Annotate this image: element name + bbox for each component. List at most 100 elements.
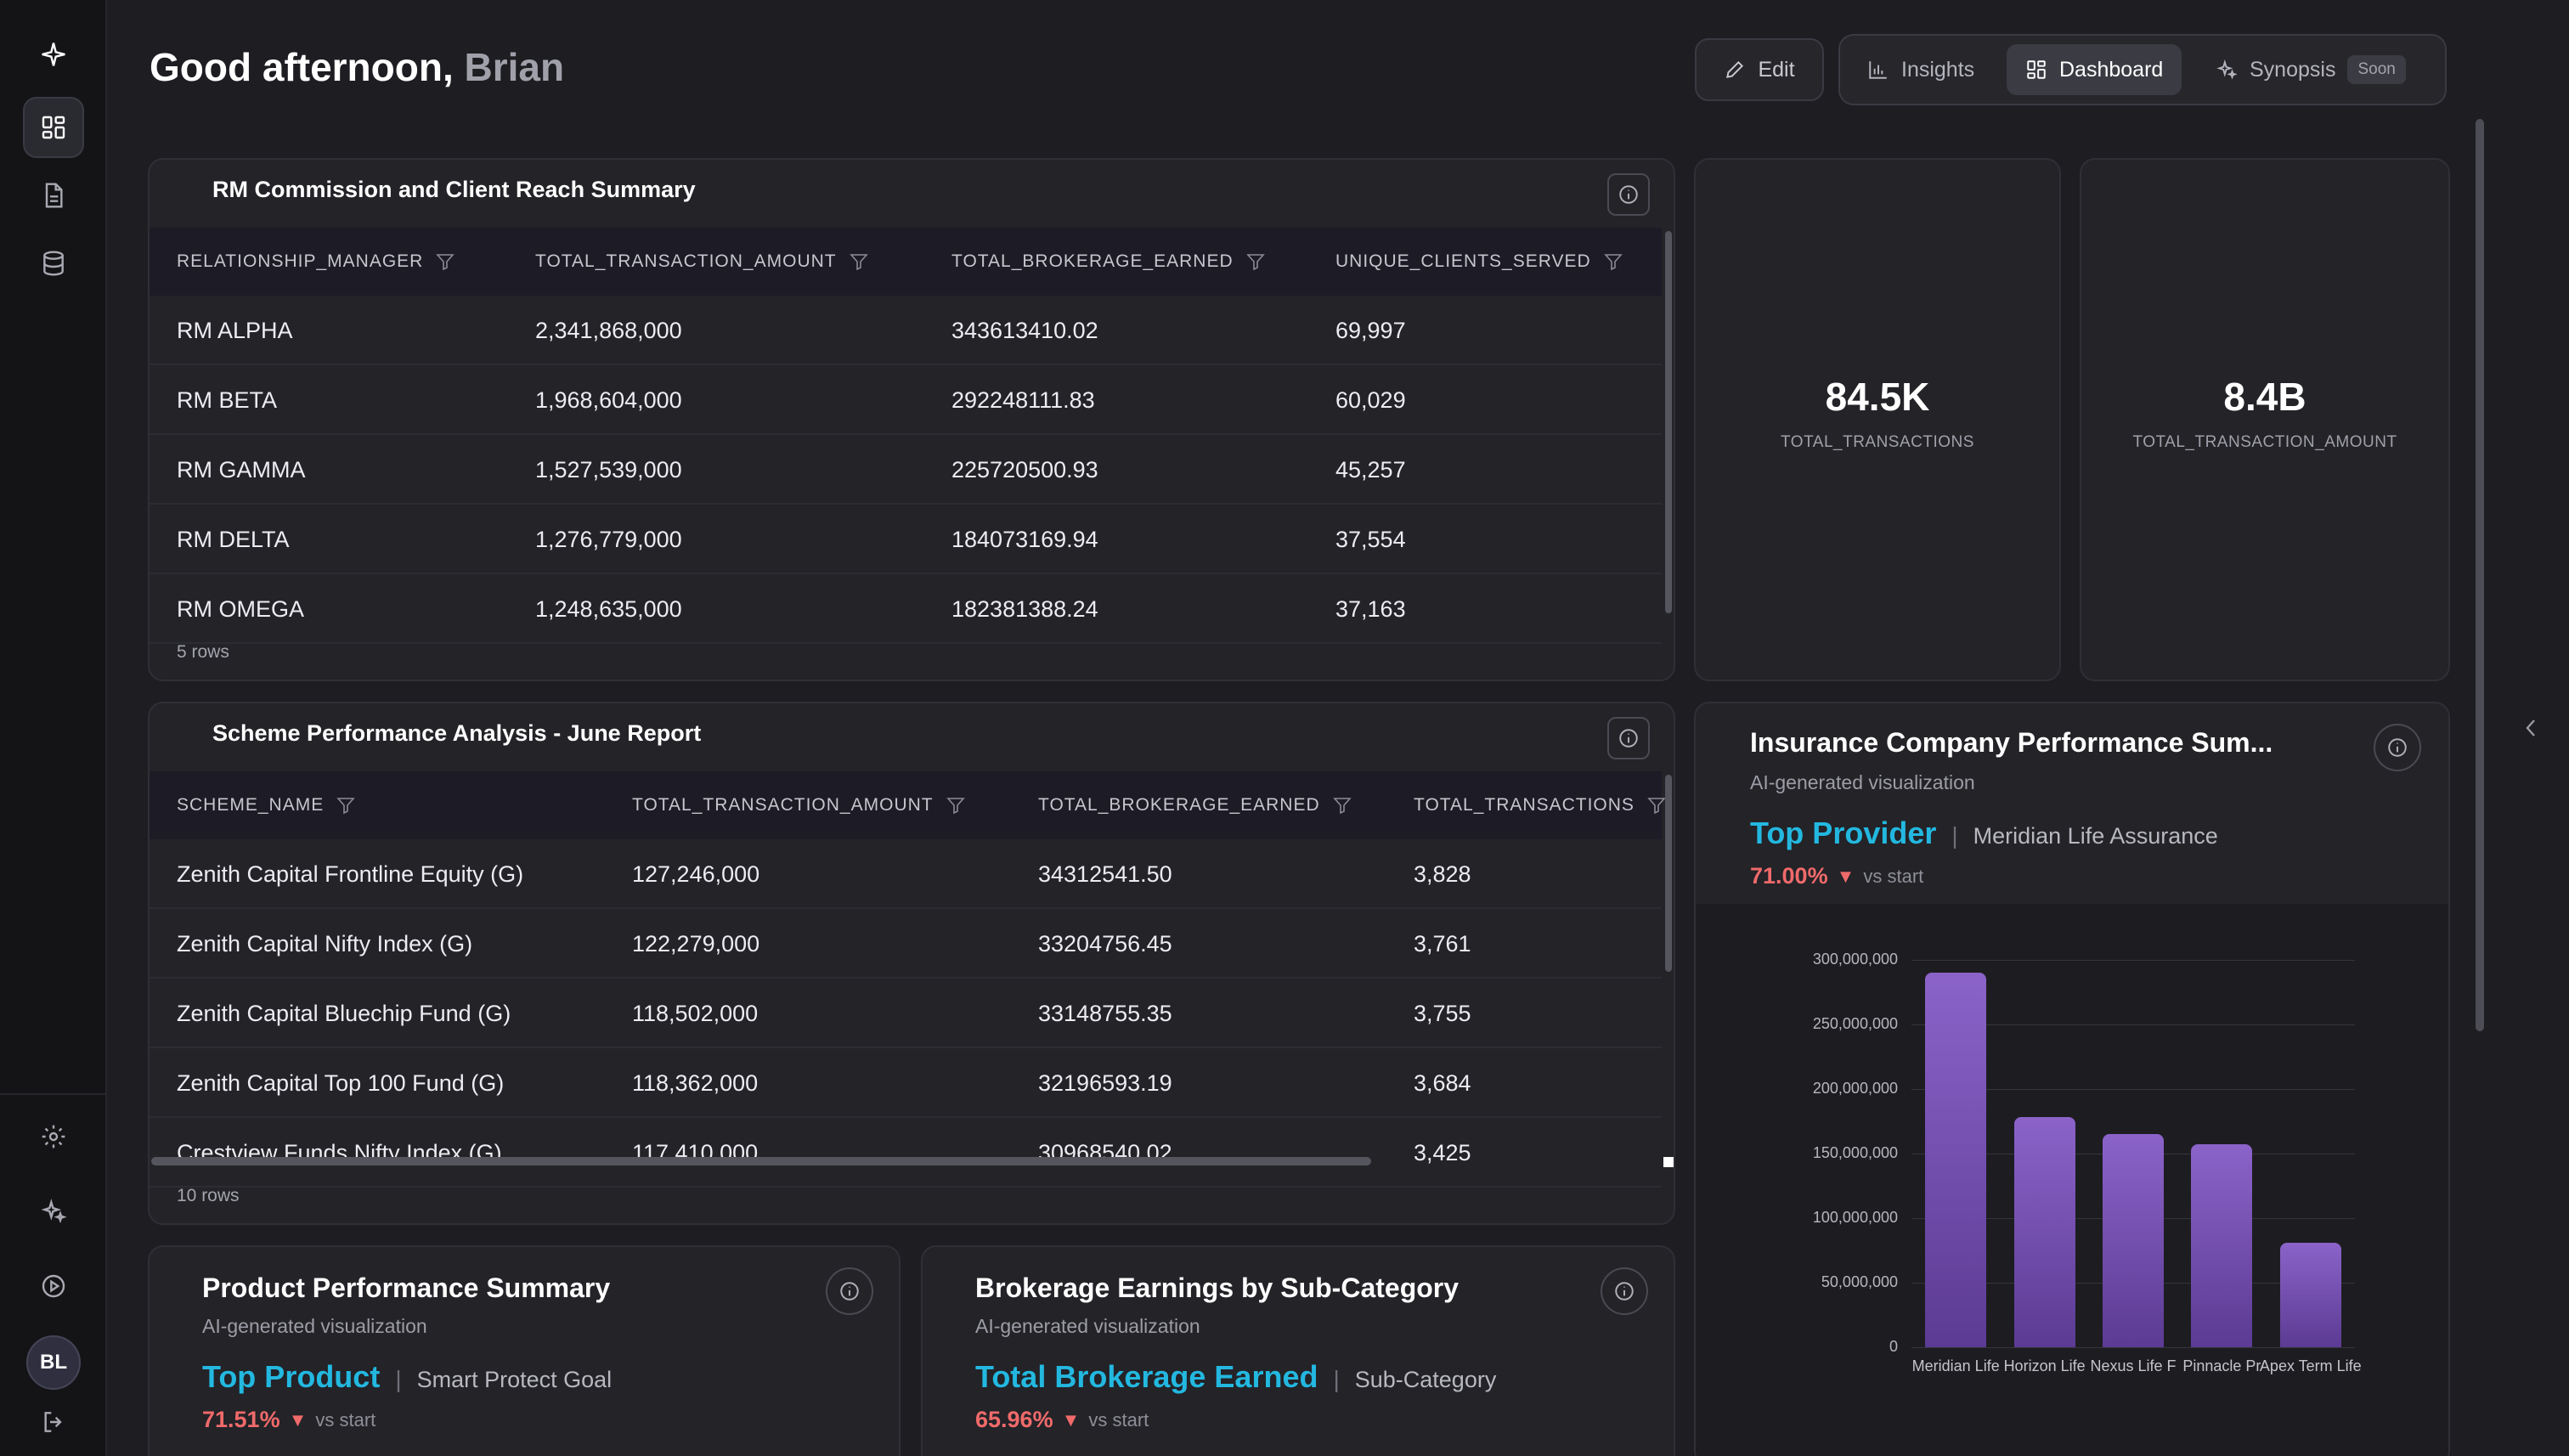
table-row[interactable]: RM GAMMA 1,527,539,000 225720500.93 45,2… xyxy=(150,435,1662,505)
tab-insights[interactable]: Insights xyxy=(1849,44,1993,95)
chart-bar[interactable] xyxy=(2013,1117,2075,1347)
card-title: Brokerage Earnings by Sub-Category xyxy=(975,1273,1460,1303)
table-cell: 33148755.35 xyxy=(1038,1001,1172,1026)
tab-dashboard[interactable]: Dashboard xyxy=(2007,44,2182,95)
card-title: Product Performance Summary xyxy=(202,1273,611,1303)
table-row[interactable]: Crestview Funds Nifty Index (G) 117,410,… xyxy=(150,1118,1662,1188)
table-cell: Zenith Capital Frontline Equity (G) xyxy=(177,861,524,887)
table-cell: 3,425 xyxy=(1414,1140,1471,1165)
view-tabs: Insights Dashboard Synopsis Soon xyxy=(1838,34,2447,105)
table-row[interactable]: RM ALPHA 2,341,868,000 343613410.02 69,9… xyxy=(150,296,1662,365)
table-cell: 32196593.19 xyxy=(1038,1070,1172,1096)
kpi-label: TOTAL_TRANSACTIONS xyxy=(1781,433,1974,451)
chart-gridline xyxy=(1911,960,2355,961)
filter-icon[interactable] xyxy=(1646,795,1667,815)
filter-icon[interactable] xyxy=(946,795,966,815)
table-row[interactable]: Zenith Capital Bluechip Fund (G) 118,502… xyxy=(150,979,1662,1048)
info-icon[interactable] xyxy=(2374,724,2421,771)
page-scrollbar[interactable] xyxy=(2476,119,2484,1031)
table-row[interactable]: Zenith Capital Frontline Equity (G) 127,… xyxy=(150,839,1662,909)
trend-text: vs start xyxy=(315,1408,376,1431)
tab-label: Dashboard xyxy=(2059,57,2164,82)
info-icon[interactable] xyxy=(1601,1267,1648,1315)
filter-icon[interactable] xyxy=(1245,251,1266,272)
play-icon[interactable] xyxy=(23,1256,84,1317)
table-cell: 184073169.94 xyxy=(951,527,1098,552)
chart-bar[interactable] xyxy=(2191,1144,2253,1347)
filter-icon[interactable] xyxy=(435,251,455,272)
settings-icon[interactable] xyxy=(23,1106,84,1167)
table-row[interactable]: RM OMEGA 1,248,635,000 182381388.24 37,1… xyxy=(150,574,1662,644)
y-tick-label: 100,000,000 xyxy=(1812,1209,1898,1226)
info-icon[interactable] xyxy=(826,1267,873,1315)
logo-sparkle-icon[interactable] xyxy=(23,24,84,85)
tab-synopsis[interactable]: Synopsis Soon xyxy=(2197,44,2425,95)
table-cell: 1,276,779,000 xyxy=(535,527,682,552)
filter-icon[interactable] xyxy=(1332,795,1352,815)
scheme-performance-panel: Scheme Performance Analysis - June Repor… xyxy=(148,702,1675,1225)
table-row[interactable]: RM BETA 1,968,604,000 292248111.83 60,02… xyxy=(150,365,1662,435)
vertical-scrollbar[interactable] xyxy=(1665,775,1672,972)
column-header[interactable]: UNIQUE_CLIENTS_SERVED xyxy=(1335,251,1623,272)
soon-badge: Soon xyxy=(2347,55,2406,84)
rm-commission-panel: RM Commission and Client Reach Summary R… xyxy=(148,158,1675,681)
filter-icon[interactable] xyxy=(849,251,869,272)
document-icon[interactable] xyxy=(23,165,84,226)
logout-icon[interactable] xyxy=(23,1391,84,1453)
horizontal-scrollbar[interactable] xyxy=(151,1157,1371,1165)
table-row[interactable]: Zenith Capital Top 100 Fund (G) 118,362,… xyxy=(150,1048,1662,1118)
headline-value: Meridian Life Assurance xyxy=(1973,823,2218,849)
pencil-icon xyxy=(1726,60,1744,78)
filter-icon[interactable] xyxy=(336,795,356,815)
chart-bar[interactable] xyxy=(2279,1242,2341,1347)
column-header[interactable]: RELATIONSHIP_MANAGER xyxy=(177,251,455,272)
card-subtitle: AI-generated visualization xyxy=(1750,771,1975,793)
ai-sparkle-icon[interactable] xyxy=(23,1181,84,1242)
chart-bar[interactable] xyxy=(1925,973,1987,1347)
info-icon[interactable] xyxy=(1607,717,1650,759)
filter-icon[interactable] xyxy=(1603,251,1623,272)
table-cell: 3,761 xyxy=(1414,931,1471,957)
greeting-user-name: Brian xyxy=(464,45,565,89)
table-row[interactable]: Zenith Capital Nifty Index (G) 122,279,0… xyxy=(150,909,1662,979)
column-header[interactable]: TOTAL_BROKERAGE_EARNED xyxy=(1038,795,1352,815)
avatar[interactable]: BL xyxy=(26,1335,81,1390)
column-header[interactable]: TOTAL_TRANSACTIONS xyxy=(1414,795,1667,815)
trend-percent: 65.96% xyxy=(975,1407,1053,1432)
column-header[interactable]: TOTAL_TRANSACTION_AMOUNT xyxy=(632,795,966,815)
table-cell: 34312541.50 xyxy=(1038,861,1172,887)
product-performance-card: Product Performance Summary AI-generated… xyxy=(148,1245,901,1456)
info-icon[interactable] xyxy=(1607,173,1650,216)
vertical-scrollbar[interactable] xyxy=(1665,231,1672,613)
column-header[interactable]: TOTAL_TRANSACTION_AMOUNT xyxy=(535,251,869,272)
table-cell: RM DELTA xyxy=(177,527,290,552)
sidebar: BL xyxy=(0,0,107,1456)
table-cell: 1,527,539,000 xyxy=(535,457,682,483)
table-cell: Zenith Capital Bluechip Fund (G) xyxy=(177,1001,511,1026)
column-header[interactable]: SCHEME_NAME xyxy=(177,795,356,815)
table-row[interactable]: RM DELTA 1,276,779,000 184073169.94 37,5… xyxy=(150,505,1662,574)
kpi-total-transactions: 84.5K TOTAL_TRANSACTIONS xyxy=(1694,158,2061,681)
greeting-prefix: Good afternoon, xyxy=(150,45,454,89)
edit-button[interactable]: Edit xyxy=(1695,38,1824,101)
card-headline: Top Product | Smart Protect Goal xyxy=(202,1359,612,1395)
chart-bar[interactable] xyxy=(2103,1134,2164,1347)
card-subtitle: AI-generated visualization xyxy=(202,1315,427,1337)
table-cell: 1,248,635,000 xyxy=(535,596,682,622)
trend-down-icon: ▼ xyxy=(1061,1408,1081,1431)
table-cell: RM OMEGA xyxy=(177,596,305,622)
sparkle-icon xyxy=(2216,59,2238,80)
table-cell: 127,246,000 xyxy=(632,861,760,887)
dashboard-icon[interactable] xyxy=(23,97,84,158)
brokerage-earnings-card: Brokerage Earnings by Sub-Category AI-ge… xyxy=(921,1245,1675,1456)
card-headline: Top Provider | Meridian Life Assurance xyxy=(1750,815,2218,851)
grid-icon xyxy=(2027,60,2046,79)
column-header[interactable]: TOTAL_BROKERAGE_EARNED xyxy=(951,251,1266,272)
database-icon[interactable] xyxy=(23,233,84,294)
chevron-left-icon[interactable] xyxy=(2521,715,2542,745)
tab-label: Synopsis xyxy=(2250,57,2336,82)
chart-gridline xyxy=(1911,1089,2355,1090)
chart-gridline xyxy=(1911,1347,2355,1348)
table-cell: 60,029 xyxy=(1335,387,1406,413)
bar-chart: 0 50,000,000 100,000,000 150,000,000 200,000… xyxy=(1696,904,2448,1456)
